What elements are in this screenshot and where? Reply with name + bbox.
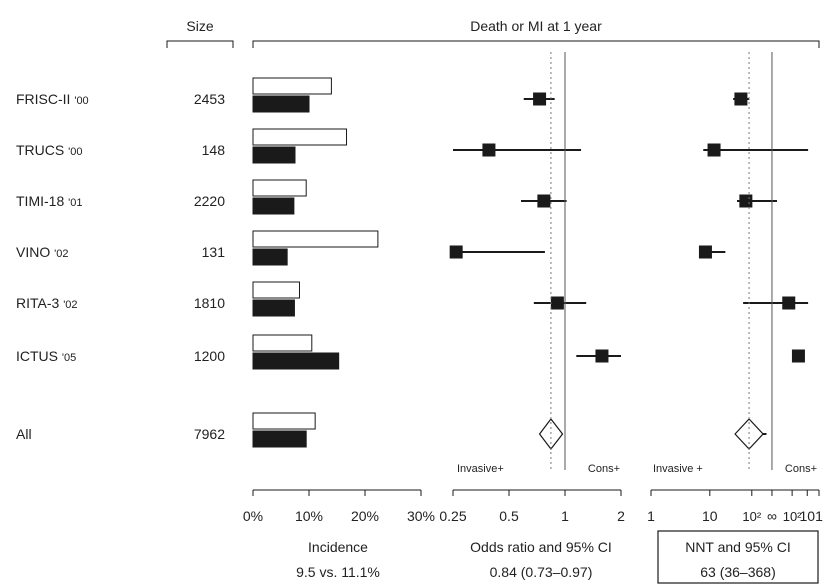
nnt-tick-label: ∞: [767, 508, 777, 524]
nnt-favours-left: Invasive +: [653, 463, 703, 475]
nnt-point: [739, 194, 753, 208]
chart-marks: [252, 77, 809, 450]
nnt-summary: 63 (36–368): [700, 564, 776, 580]
or-pooled-diamond: [538, 418, 564, 450]
incidence-bar-filled: [252, 146, 296, 164]
incidence-tick-label: 20%: [351, 508, 379, 524]
incidence-bar-filled: [252, 299, 295, 317]
trial-year: '00: [74, 95, 88, 107]
incidence-bar-open: [252, 281, 300, 299]
nnt-axis-label: NNT and 95% CI: [685, 539, 791, 555]
trial-year: '02: [63, 299, 77, 311]
trial-name: ICTUS '05: [16, 348, 76, 364]
trial-size: 2220: [194, 193, 225, 209]
nnt-point: [734, 92, 748, 106]
trial-year: '02: [54, 248, 68, 260]
or-favours-left: Invasive+: [457, 463, 504, 475]
or-tick-label: 1: [561, 508, 569, 524]
incidence-axis-label: Incidence: [308, 539, 368, 555]
or-summary: 0.84 (0.73–0.97): [490, 564, 593, 580]
trial-year: '01: [68, 197, 82, 209]
incidence-bar-open: [252, 412, 316, 430]
trial-size: 1200: [194, 348, 225, 364]
nnt-point: [791, 349, 805, 363]
or-point: [537, 194, 551, 208]
trial-name: TIMI-18 '01: [16, 193, 82, 209]
incidence-summary: 9.5 vs. 11.1%: [296, 564, 380, 580]
trial-size: 2453: [194, 91, 225, 107]
incidence-bar-filled: [252, 248, 288, 266]
trial-name: FRISC-II '00: [16, 91, 89, 107]
size-header: Size: [186, 18, 213, 34]
size-bracket: [166, 40, 234, 48]
trial-size: 1810: [194, 295, 225, 311]
or-point: [482, 143, 496, 157]
pooled-size: 7962: [194, 426, 225, 442]
trial-name: VINO '02: [16, 244, 68, 260]
nnt-tick-label: 10: [702, 508, 718, 524]
trial-year: '05: [62, 352, 76, 364]
trial-size: 148: [202, 142, 226, 158]
or-tick-label: 2: [617, 508, 625, 524]
incidence-tick-label: 0%: [243, 508, 263, 524]
nnt-point: [782, 296, 796, 310]
trial-name: RITA-3 '02: [16, 295, 78, 311]
nnt-tick-label: 10²: [742, 509, 761, 524]
incidence-bar-filled: [252, 95, 310, 113]
or-point: [533, 92, 547, 106]
trial-name: TRUCS '00: [16, 142, 82, 158]
incidence-tick-label: 10%: [295, 508, 323, 524]
nnt-point: [707, 143, 721, 157]
or-axis-label: Odds ratio and 95% CI: [470, 539, 612, 555]
pooled-label: All: [16, 426, 32, 442]
chart-title: Death or MI at 1 year: [470, 18, 602, 34]
axes: Invasive+ Cons+ Invasive + Cons+ 0% 10% 20% 30%…: [243, 52, 823, 524]
nnt-tick-label: 10: [799, 508, 815, 524]
trial-size: 131: [202, 244, 226, 260]
incidence-bar-open: [252, 77, 332, 95]
incidence-bar-filled: [252, 430, 307, 448]
nnt-point: [698, 245, 712, 259]
or-point: [449, 245, 463, 259]
nnt-favours-right: Cons+: [785, 463, 817, 475]
nnt-pooled-diamond: [734, 418, 764, 450]
incidence-bar-filled: [252, 352, 340, 370]
trial-year: '00: [68, 146, 82, 158]
nnt-tick-label: 1: [647, 508, 655, 524]
trial-rows: FRISC-II '00 2453 TRUCS '00 148 TIMI-18 '01 2…: [16, 91, 225, 442]
incidence-bar-open: [252, 179, 307, 197]
or-point: [595, 349, 609, 363]
incidence-bar-open: [252, 334, 313, 352]
title-bracket: [252, 40, 820, 48]
or-tick-label: 0.5: [499, 508, 519, 524]
incidence-bar-open: [252, 230, 379, 248]
incidence-bar-open: [252, 128, 348, 146]
nnt-tick-label: 10²: [783, 509, 802, 524]
incidence-bar-filled: [252, 197, 295, 215]
or-tick-label: 0.25: [439, 508, 466, 524]
incidence-tick-label: 30%: [407, 508, 435, 524]
nnt-summary-box: [657, 530, 819, 584]
or-favours-right: Cons+: [588, 463, 620, 475]
nnt-tick-label: 1: [815, 508, 823, 524]
or-point: [550, 296, 564, 310]
